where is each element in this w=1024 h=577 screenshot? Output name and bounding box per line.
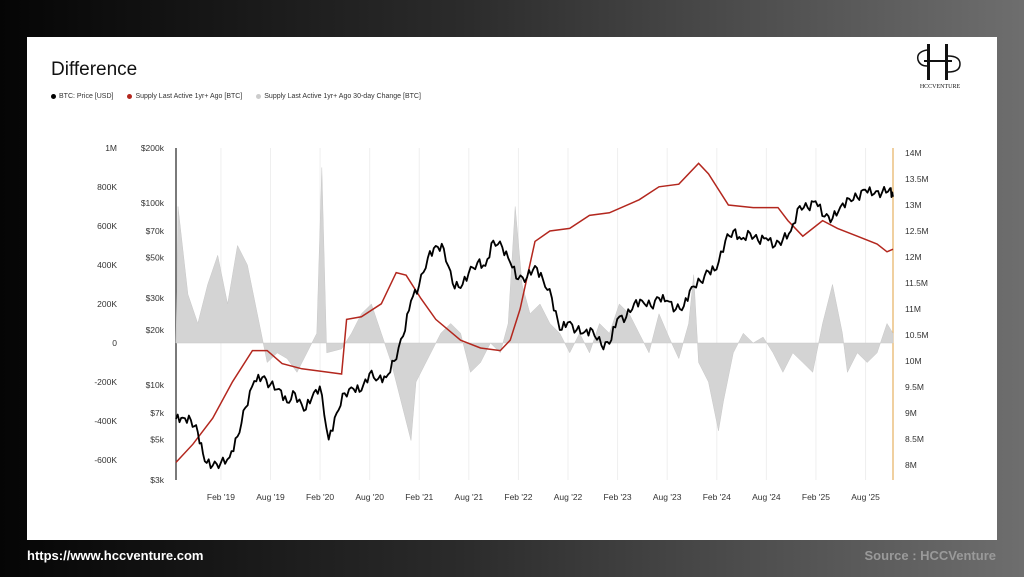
- hccventure-logo: HCCVENTURE: [912, 42, 968, 90]
- price-axis-tick-label: $7k: [150, 408, 164, 418]
- supply-axis-tick-label: 9M: [905, 408, 917, 418]
- price-axis-tick-label: $100k: [141, 198, 165, 208]
- x-tick-label: Feb '22: [504, 492, 532, 502]
- supply-axis-tick-label: 10M: [905, 356, 922, 366]
- supply-axis-tick-label: 9.5M: [905, 382, 924, 392]
- supply-axis-tick-label: 11M: [905, 304, 921, 314]
- x-tick-label: Aug '19: [256, 492, 285, 502]
- change-axis-tick-label: -600K: [94, 455, 117, 465]
- legend-item-change[interactable]: Supply Last Active 1yr+ Ago 30-day Chang…: [256, 93, 421, 100]
- x-tick-label: Feb '21: [405, 492, 433, 502]
- change-axis-tick-label: 1M: [105, 143, 117, 153]
- change-axis-tick-label: -200K: [94, 377, 117, 387]
- legend-label: Supply Last Active 1yr+ Ago [BTC]: [135, 93, 243, 100]
- change-axis-tick-label: 600K: [97, 221, 117, 231]
- supply-axis-tick-label: 13M: [905, 200, 922, 210]
- legend-item-supply[interactable]: Supply Last Active 1yr+ Ago [BTC]: [127, 93, 242, 100]
- legend-dot: [256, 93, 262, 99]
- x-tick-label: Feb '20: [306, 492, 334, 502]
- legend-item-price[interactable]: BTC: Price [USD]: [51, 93, 113, 100]
- x-tick-label: Aug '22: [554, 492, 583, 502]
- supply-axis-tick-label: 12M: [905, 252, 922, 262]
- supply-axis-tick-label: 14M: [905, 148, 922, 158]
- x-tick-label: Feb '25: [802, 492, 830, 502]
- price-axis-tick-label: $200k: [141, 143, 165, 153]
- logo-wordmark: HCCVENTURE: [919, 84, 961, 90]
- legend-label: Supply Last Active 1yr+ Ago 30-day Chang…: [264, 93, 421, 100]
- supply-axis-tick-label: 10.5M: [905, 330, 929, 340]
- source-credit: Source : HCCVenture: [864, 548, 996, 563]
- x-tick-label: Aug '21: [455, 492, 484, 502]
- price-axis-tick-label: $50k: [146, 253, 165, 263]
- x-tick-label: Feb '24: [703, 492, 731, 502]
- website-url[interactable]: https://www.hccventure.com: [27, 548, 204, 563]
- supply-axis-tick-label: 8M: [905, 460, 917, 470]
- supply-axis-tick-label: 12.5M: [905, 226, 929, 236]
- x-tick-label: Aug '24: [752, 492, 781, 502]
- logo-icon: [916, 44, 961, 80]
- chart-title: Difference: [51, 59, 138, 80]
- change-area-series: [175, 167, 894, 441]
- price-axis-tick-label: $70k: [146, 226, 165, 236]
- change-axis-tick-label: -400K: [94, 416, 117, 426]
- legend: BTC: Price [USD] Supply Last Active 1yr+…: [51, 93, 421, 100]
- x-tick-label: Feb '19: [207, 492, 235, 502]
- supply-axis-tick-label: 11.5M: [905, 278, 928, 288]
- legend-dot: [127, 93, 133, 99]
- price-axis-tick-label: $10k: [146, 380, 165, 390]
- x-tick-label: Aug '25: [851, 492, 880, 502]
- change-axis-tick-label: 400K: [97, 260, 117, 270]
- supply-axis-tick-label: 8.5M: [905, 434, 924, 444]
- supply-line-series: [175, 162, 894, 463]
- price-axis-tick-label: $5k: [150, 435, 164, 445]
- x-tick-label: Aug '20: [355, 492, 384, 502]
- change-axis-tick-label: 200K: [97, 299, 117, 309]
- price-axis-tick-label: $30k: [146, 293, 165, 303]
- supply-axis-tick-label: 13.5M: [905, 174, 929, 184]
- price-axis-tick-label: $20k: [146, 325, 165, 335]
- legend-dot: [51, 93, 56, 99]
- price-line-series: [175, 185, 894, 470]
- x-tick-label: Aug '23: [653, 492, 682, 502]
- x-tick-label: Feb '23: [604, 492, 632, 502]
- change-axis-tick-label: 800K: [97, 182, 117, 192]
- price-axis-tick-label: $3k: [150, 475, 164, 485]
- legend-label: BTC: Price [USD]: [59, 93, 114, 100]
- change-axis-tick-label: 0: [112, 338, 117, 348]
